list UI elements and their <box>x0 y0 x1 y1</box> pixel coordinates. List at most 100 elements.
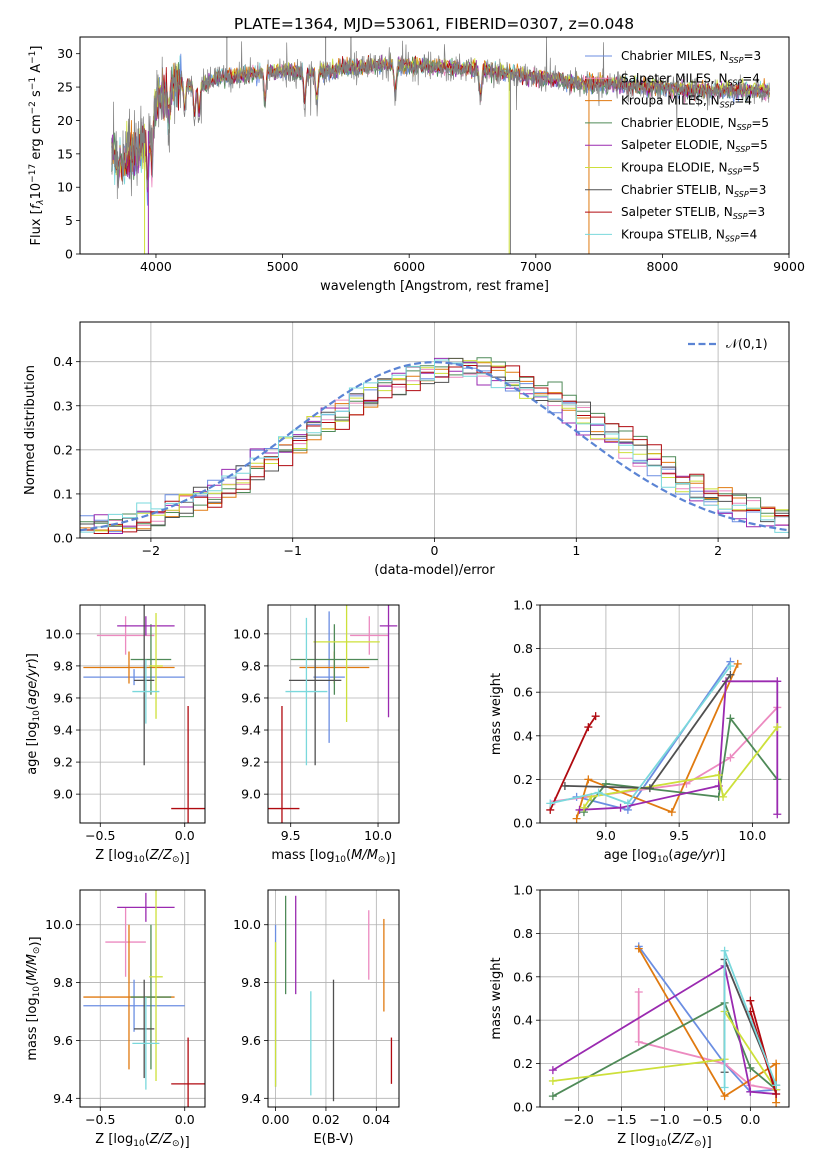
y-tick-label: 0.2 <box>513 1056 533 1071</box>
histogram-step <box>80 359 789 533</box>
y-axis-label: mass weight <box>489 957 504 1039</box>
x-tick-label: 2 <box>714 543 722 558</box>
figure-title: PLATE=1364, MJD=53061, FIBERID=0307, z=0… <box>234 15 634 33</box>
x-tick-label: −1.0 <box>649 1112 679 1127</box>
x-tick-label: −2 <box>142 543 160 558</box>
mass-vs-ebv-chart: 0.00 0.02 0.04 9.4 9.6 9.8 10.0 E(B-V) <box>233 889 400 1147</box>
y-tick-label: 0.0 <box>513 1100 533 1115</box>
weight-marker <box>584 775 593 784</box>
errorbar-point <box>105 907 146 977</box>
plot-frame <box>539 604 790 824</box>
errorbar-point <box>130 624 172 695</box>
legend-label: Salpeter MILES, NSSP=4 <box>621 71 760 87</box>
x-tick-label: 10.0 <box>738 828 766 843</box>
weight-marker <box>546 799 555 808</box>
x-tick-label: 0 <box>431 543 439 558</box>
errorbar-point <box>288 605 342 766</box>
weight-marker <box>726 714 735 723</box>
weight-series <box>579 723 782 812</box>
x-axis-label: Z [log10(Z/Z⊙)] <box>95 848 189 866</box>
weight-line <box>552 1001 777 1097</box>
x-tick-label: 5000 <box>267 259 299 274</box>
weight-series <box>572 659 742 823</box>
weight-series <box>575 677 782 819</box>
x-tick-label: 0.0 <box>740 1112 760 1127</box>
y-tick-label: 9.2 <box>241 755 261 770</box>
weight-marker <box>773 723 782 732</box>
plot-area <box>268 605 398 823</box>
weight-marker <box>772 1089 781 1098</box>
weight-marker <box>616 803 625 812</box>
x-tick-label: −0.5 <box>85 828 115 843</box>
legend-label: 𝒩(0,1) <box>726 336 768 351</box>
y-tick-label: 30 <box>57 46 73 61</box>
grid-lines <box>540 889 789 1108</box>
x-tick-label: −0.5 <box>85 1112 115 1127</box>
legend-label: Chabrier STELIB, NSSP=3 <box>621 183 766 199</box>
weight-series <box>720 946 781 1092</box>
weight-line <box>564 674 732 790</box>
x-axis-label: E(B-V) <box>313 1132 353 1147</box>
errorbar-point <box>117 616 175 636</box>
legend-label: Kroupa MILES, NSSP=4 <box>621 94 752 110</box>
x-tick-label: 0.0 <box>175 828 195 843</box>
data-spectrum-line <box>111 37 771 200</box>
histogram-step <box>80 357 789 531</box>
errorbar-point <box>117 892 175 922</box>
weight-line <box>579 680 779 815</box>
errorbar-point <box>379 605 398 718</box>
y-tick-label: 0.1 <box>53 486 73 501</box>
x-tick-label: 1 <box>572 543 580 558</box>
weight-marker <box>623 799 632 808</box>
errorbar-point <box>268 705 300 823</box>
weight-marker <box>634 944 643 953</box>
weight-marker <box>726 670 735 679</box>
y-tick-label: 0.8 <box>513 926 533 941</box>
spectrum-chart: 4000 5000 6000 7000 8000 9000 0 5 10 15 20 25 30 wave… <box>28 36 805 294</box>
y-axis-label: age [log10(age/yr)] <box>25 653 42 775</box>
weight-marker <box>720 946 729 955</box>
legend-label: Salpeter ELODIE, NSSP=5 <box>621 138 768 154</box>
weight-marker <box>773 677 782 686</box>
weight-series <box>546 662 735 808</box>
y-tick-label: 0.4 <box>513 728 533 743</box>
x-axis-label: age [log10(age/yr)] <box>604 848 726 865</box>
y-tick-label: 9.6 <box>53 690 73 705</box>
weight-marker <box>772 1059 781 1068</box>
y-tick-label: 9.2 <box>53 755 73 770</box>
plot-area <box>83 890 205 1107</box>
errorbar-point <box>313 611 345 743</box>
y-tick-label: 10.0 <box>233 917 261 932</box>
errorbar-point <box>149 890 163 1081</box>
weight-marker <box>591 712 600 721</box>
weight-marker <box>746 996 755 1005</box>
weight-marker <box>746 1063 755 1072</box>
y-tick-label: 9.8 <box>241 658 261 673</box>
plot-frame <box>79 36 790 255</box>
weight-line <box>552 964 777 1095</box>
grid-lines <box>80 890 205 1107</box>
y-tick-label: 9.6 <box>241 690 261 705</box>
normal-curve <box>80 360 789 532</box>
y-tick-label: 15 <box>57 146 73 161</box>
y-tick-label: 0.6 <box>513 969 533 984</box>
x-tick-label: 4000 <box>140 259 172 274</box>
x-tick-label: 9.5 <box>281 828 301 843</box>
y-tick-label: 9.0 <box>53 787 73 802</box>
y-tick-label: 20 <box>57 113 73 128</box>
weight-marker <box>548 1076 557 1085</box>
x-tick-label: 6000 <box>393 259 425 274</box>
plot-frame <box>79 604 206 824</box>
plot-frame <box>267 889 400 1108</box>
x-tick-label: 9.0 <box>596 828 616 843</box>
spectrum-legend: Chabrier MILES, NSSP=3 Salpeter MILES, NS… <box>585 49 769 243</box>
massweight-vs-Z-chart: −2.0 −1.5 −1.0 −0.5 0.0 0.0 0.2 0.4 0.6 0.8 1.0 Z [… <box>489 883 790 1150</box>
weight-marker <box>634 1037 643 1046</box>
plot-area <box>274 895 393 1102</box>
errorbar-point <box>313 605 380 723</box>
x-tick-label: −0.5 <box>692 1112 722 1127</box>
x-tick-label: 0.04 <box>362 1112 390 1127</box>
weight-line <box>575 663 739 819</box>
y-tick-label: 0.8 <box>513 641 533 656</box>
plot-area <box>546 657 782 823</box>
